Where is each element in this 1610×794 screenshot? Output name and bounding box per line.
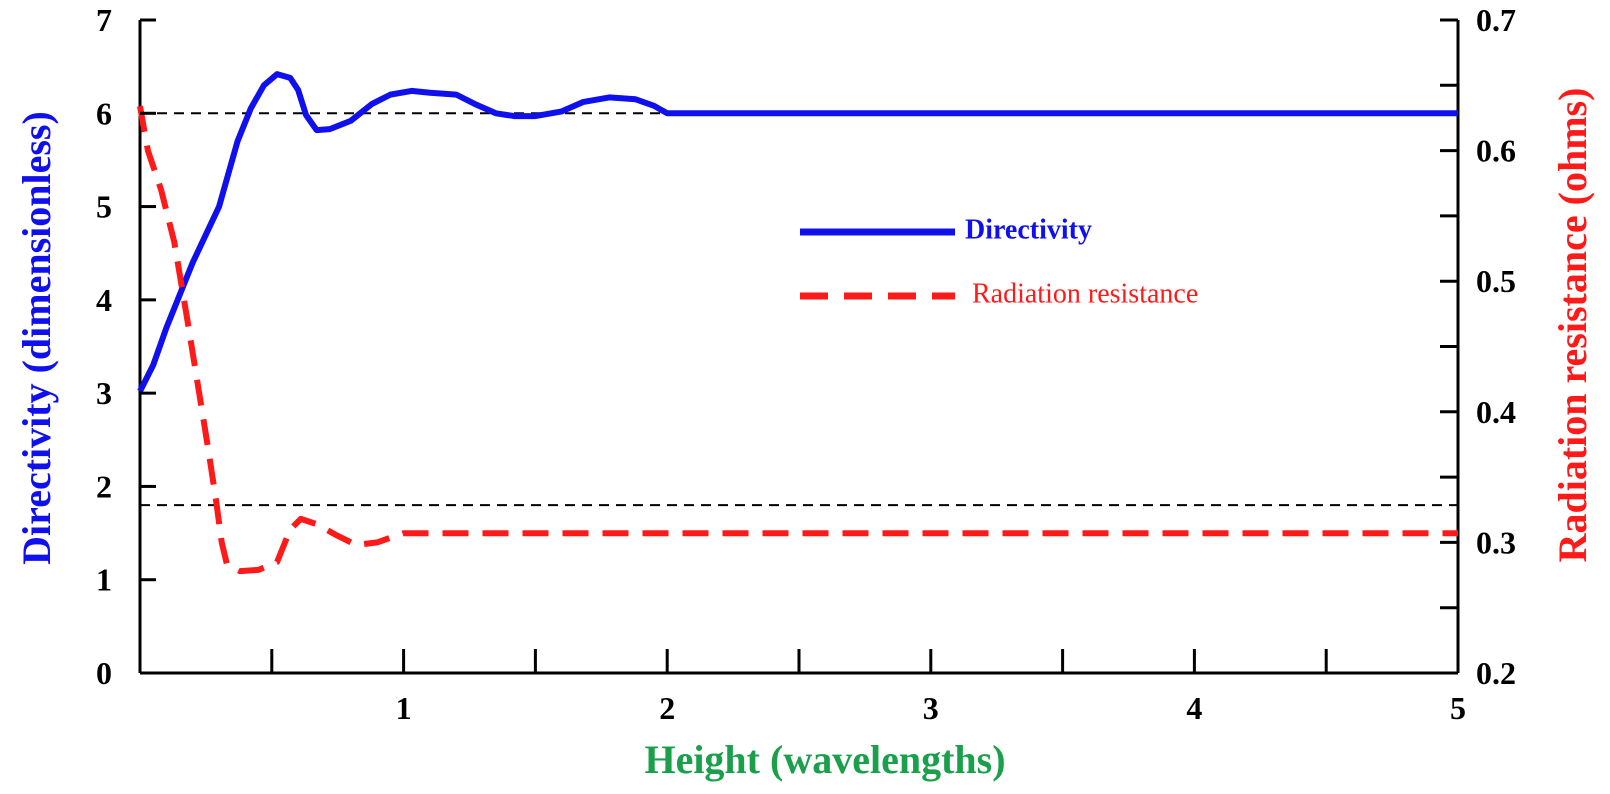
y-left-tick-label-2: 2 [96,468,112,504]
y-left-axis-title: Directivity (dimensionless) [14,111,59,565]
y-left-tick-label-0: 0 [96,655,112,691]
series-layer [137,71,1458,575]
y-left-tick-label-5: 5 [96,189,112,225]
x-axis-title: Height (wavelengths) [644,737,1005,782]
x-tick-label-2: 2 [659,690,675,726]
y-right-tick-label-0-7: 0.7 [1476,2,1516,38]
reference-lines [140,112,1458,507]
y-left-axis-ticks: 0 1 2 3 4 5 6 7 [96,2,156,691]
series-line-radiation-resistance [137,105,1458,575]
y-right-axis-title: Radiation resistance (ohms) [1550,88,1595,563]
x-tick-label-4: 4 [1186,690,1202,726]
y-left-tick-label-7: 7 [96,2,112,38]
x-axis-ticks: 1 2 3 4 5 [270,649,1466,726]
y-left-tick-label-1: 1 [96,562,112,598]
y-right-tick-label-0-2: 0.2 [1476,655,1516,691]
y-right-tick-label-0-4: 0.4 [1476,394,1516,430]
y-left-tick-label-3: 3 [96,375,112,411]
y-left-tick-label-6: 6 [96,95,112,131]
y-right-axis-ticks: 0.2 0.3 0.4 0.5 0.6 0.7 [1440,2,1516,691]
x-tick-label-1: 1 [396,690,412,726]
y-right-tick-label-0-6: 0.6 [1476,133,1516,169]
series-line-directivity [137,71,1458,393]
x-tick-label-3: 3 [923,690,939,726]
legend: Directivity Radiation resistance [800,214,1198,309]
legend-label-directivity: Directivity [965,214,1092,245]
plot-frame [138,20,1460,675]
x-tick-label-5: 5 [1450,690,1466,726]
y-right-tick-label-0-3: 0.3 [1476,524,1516,560]
y-left-tick-label-4: 4 [96,282,112,318]
y-right-tick-label-0-5: 0.5 [1476,263,1516,299]
legend-label-radiation-resistance: Radiation resistance [972,278,1198,309]
